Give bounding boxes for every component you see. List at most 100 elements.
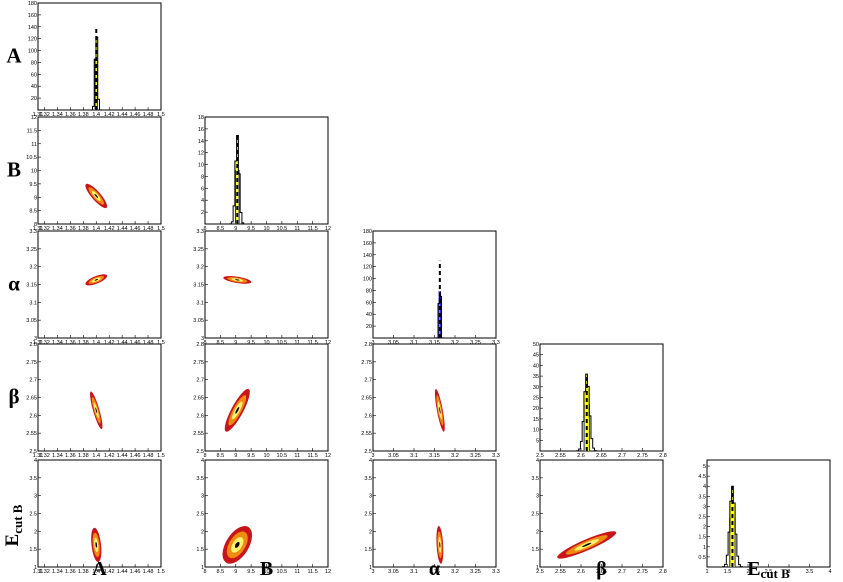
x-tick-label: 1.34 (52, 453, 63, 459)
col-label-ecut-b: Ecut B (747, 558, 790, 581)
x-tick-label: 1.5 (157, 226, 165, 232)
x-tick-label: 11.5 (307, 569, 317, 575)
plot-frame (37, 343, 162, 452)
y-tick-label: 2.7 (196, 378, 204, 384)
x-tick-label: 3 (371, 340, 374, 346)
y-tick-label: 2 (369, 529, 372, 535)
x-tick-label: 3.05 (388, 453, 399, 459)
y-tick-label: 2.8 (364, 342, 372, 348)
y-tick-label: 3 (201, 336, 204, 342)
x-tick-label: 3.25 (470, 453, 481, 459)
x-tick-label: 1.32 (39, 569, 50, 575)
contour-core (235, 279, 240, 281)
contour-core (235, 406, 240, 414)
x-tick-label: 3 (787, 569, 790, 575)
x-tick-label: 1.48 (143, 112, 154, 118)
x-tick-label: 1.34 (52, 569, 63, 575)
x-tick-label: 9 (234, 569, 237, 575)
contour-core (95, 407, 98, 414)
x-tick-label: 8.5 (217, 569, 225, 575)
x-tick-label: 3.3 (492, 340, 500, 346)
x-tick-label: 1.48 (143, 226, 154, 232)
contour-a-vs--: 1.311.32 1.34 1.36 1.38 1.4 1.42 1.44 1.46 1.48 1… (26, 229, 165, 346)
plot-frame (706, 459, 831, 568)
y-tick-label: 1 (703, 545, 706, 551)
x-tick-label: 1.42 (104, 112, 115, 118)
x-tick-label: 1.44 (117, 453, 128, 459)
y-tick-label: 20 (31, 96, 37, 102)
x-tick-label: 1.31 (33, 569, 44, 575)
col-label--: β (596, 558, 607, 580)
y-tick-label: 3.5 (196, 476, 204, 482)
plot-frame (372, 343, 497, 452)
x-tick-label: 8 (203, 340, 206, 346)
x-tick-label: 1.5 (157, 569, 165, 575)
y-tick-label: 16 (198, 127, 204, 133)
x-tick-label: 1.31 (33, 453, 44, 459)
x-tick-label: 1.31 (33, 112, 44, 118)
x-tick-label: 1.38 (78, 226, 89, 232)
histogram-line (707, 485, 830, 568)
credible-band-bin (583, 391, 586, 451)
y-tick-label: 10 (533, 428, 539, 434)
y-tick-label: 2 (536, 529, 539, 535)
contour-b-vs--: 8 8.5 9 9.5 10 10.5 11 11.5 12 3 3.05 3.1 3.15 3.2 3.2… (193, 229, 331, 346)
y-tick-label: 3.15 (26, 283, 37, 289)
x-tick-label: 1.44 (117, 112, 128, 118)
plot-frame (37, 2, 162, 111)
y-tick-label: 6 (201, 186, 204, 192)
col-label-a: A (92, 558, 107, 580)
x-tick-label: 12 (325, 340, 331, 346)
x-tick-label: 11.5 (307, 226, 317, 232)
col-label-b: B (260, 558, 273, 580)
x-tick-label: 3.5 (806, 569, 814, 575)
y-tick-label: 2.55 (26, 431, 37, 437)
x-tick-label: 3.15 (429, 340, 440, 346)
x-tick-label: 2.6 (577, 569, 585, 575)
histogram-line (205, 134, 328, 225)
x-tick-label: 3.2 (451, 453, 459, 459)
y-tick-label: 3 (703, 504, 706, 510)
x-tick-label: 1.32 (39, 340, 50, 346)
x-tick-label: 8.5 (217, 340, 225, 346)
y-tick-label: 2.65 (26, 396, 37, 402)
y-tick-label: 20 (366, 324, 372, 330)
x-tick-label: 1.36 (65, 112, 76, 118)
y-tick-label: 3.1 (29, 300, 37, 306)
x-tick-label: 4 (828, 569, 831, 575)
x-tick-label: 1.44 (117, 569, 128, 575)
x-tick-label: 9 (234, 226, 237, 232)
x-tick-label: 9 (234, 453, 237, 459)
y-tick-label: 1 (201, 565, 204, 571)
y-tick-label: 10.5 (26, 155, 37, 161)
x-tick-label: 1.4 (92, 340, 100, 346)
x-tick-label: 11 (294, 340, 300, 346)
y-tick-label: 1.5 (531, 547, 539, 553)
y-tick-label: 10 (198, 163, 204, 169)
x-tick-label: 11.5 (307, 453, 317, 459)
x-tick-label: 1.34 (52, 340, 63, 346)
contour-a-vs-b: 1.311.32 1.34 1.36 1.38 1.4 1.42 1.44 1.46 1.48 1… (26, 115, 165, 232)
x-tick-label: 1.4 (92, 569, 100, 575)
col-label--: α (429, 558, 440, 580)
y-tick-label: 45 (533, 353, 539, 359)
contour-a-vs--: 1.311.32 1.34 1.36 1.38 1.4 1.42 1.44 1.46 1.48 1… (26, 342, 165, 459)
x-tick-label: 1.48 (143, 453, 154, 459)
y-tick-label: 9 (34, 195, 37, 201)
row-label-ecut-b: Ecut B (2, 504, 25, 546)
y-tick-label: 40 (366, 312, 372, 318)
y-tick-label: 2.6 (29, 413, 37, 419)
y-tick-label: 3 (369, 494, 372, 500)
y-tick-label: 5 (703, 464, 706, 470)
y-tick-label: 2.8 (196, 342, 204, 348)
y-tick-label: 2.75 (26, 360, 37, 366)
y-tick-label: 2.75 (361, 360, 372, 366)
x-tick-label: 2.5 (536, 453, 544, 459)
x-tick-label: 1.34 (52, 112, 63, 118)
y-tick-label: 4.5 (698, 474, 706, 480)
x-tick-label: 1.32 (39, 226, 50, 232)
y-tick-label: 4 (34, 458, 37, 464)
y-tick-label: 8 (201, 174, 204, 180)
y-tick-label: 2.5 (29, 512, 37, 518)
